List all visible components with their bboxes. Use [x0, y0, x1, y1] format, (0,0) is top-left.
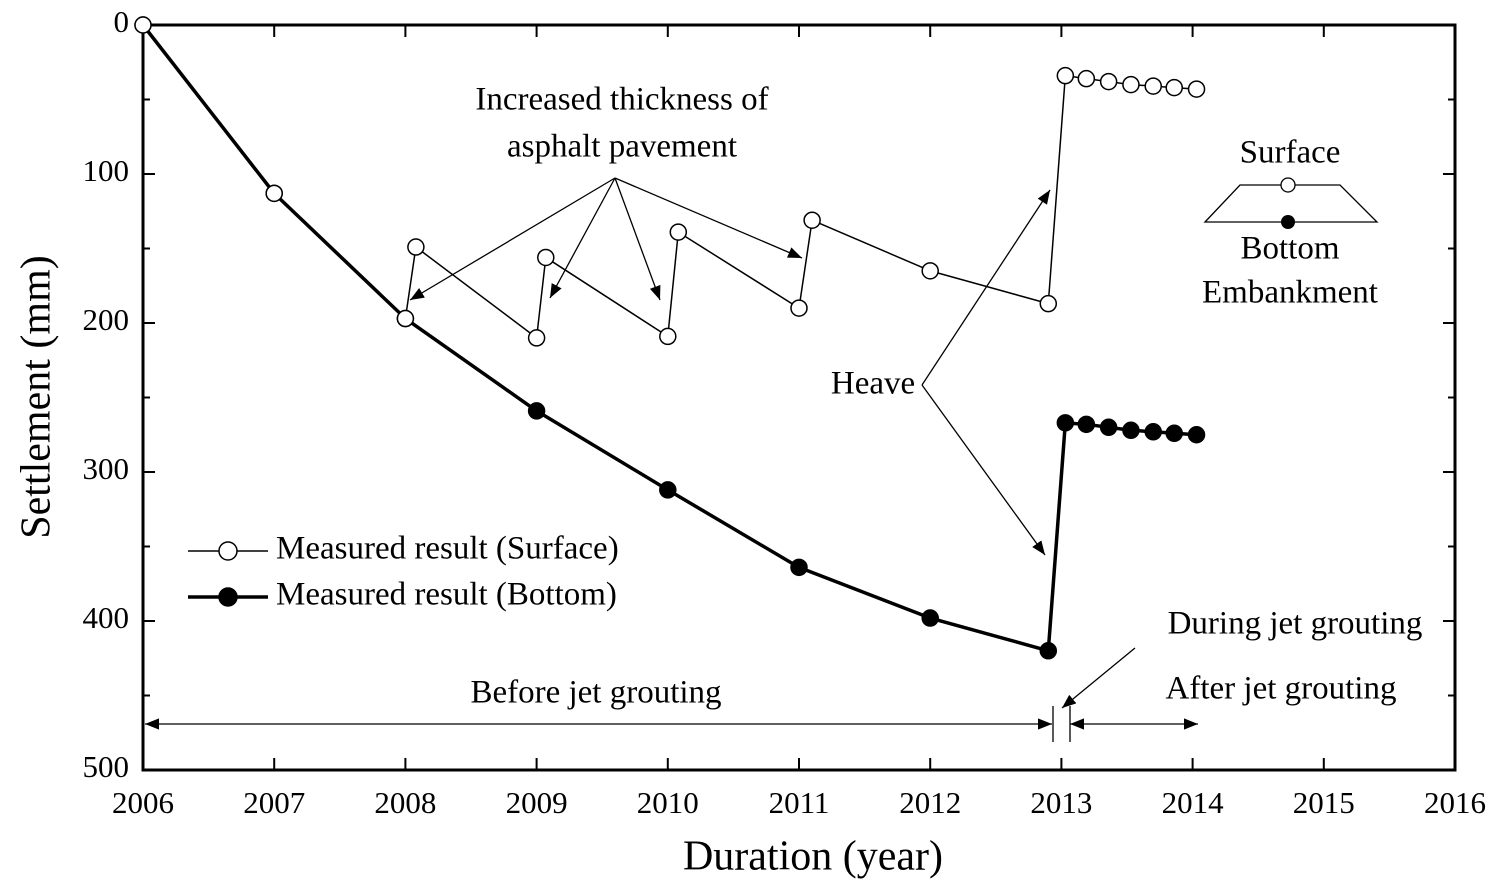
data-point [1039, 294, 1058, 313]
data-point [1056, 414, 1075, 432]
data-point [1056, 66, 1075, 85]
y-tick-label: 300 [83, 451, 130, 486]
annotation: Increased thickness of [475, 82, 768, 118]
y-tick-label: 0 [114, 4, 130, 39]
x-tick-label: 2014 [1162, 785, 1225, 820]
data-point [1165, 78, 1183, 97]
legend-marker [218, 541, 238, 561]
legend-label: Measured result (Bottom) [276, 577, 617, 613]
data-point [803, 211, 821, 229]
y-tick-label: 100 [83, 153, 130, 188]
y-tick-label: 200 [83, 302, 130, 337]
annotation: Before jet grouting [470, 675, 721, 711]
data-point [396, 309, 415, 328]
y-tick-label: 400 [83, 600, 130, 635]
y-tick-label: 500 [83, 749, 130, 784]
data-point [659, 327, 677, 346]
data-point [527, 402, 546, 420]
data-point [1077, 415, 1096, 434]
x-tick-label: 2010 [637, 785, 699, 820]
y-axis-label: Settlement (mm) [14, 255, 60, 538]
data-point [790, 299, 808, 317]
data-point [537, 248, 555, 267]
x-tick-label: 2015 [1293, 785, 1355, 820]
x-tick-label: 2009 [506, 785, 568, 820]
data-point [659, 481, 677, 499]
data-point [1144, 423, 1162, 441]
data-point [1077, 69, 1096, 88]
data-point [921, 262, 939, 280]
series-line [142, 24, 1197, 339]
data-point [1122, 75, 1140, 94]
data-point [790, 558, 808, 577]
data-point [921, 609, 939, 627]
annotation: Surface [1240, 135, 1341, 171]
annotation: After jet grouting [1166, 671, 1397, 707]
data-point [1165, 424, 1183, 443]
x-tick-label: 2012 [899, 785, 961, 820]
x-tick-label: 2013 [1030, 785, 1092, 820]
data-point [1039, 642, 1058, 660]
data-point [134, 16, 152, 34]
data-point [407, 238, 425, 256]
x-axis-label: Duration (year) [683, 834, 943, 880]
annotation: Bottom [1240, 231, 1339, 267]
x-tick-label: 2007 [243, 785, 305, 820]
inset-surface-marker [1280, 177, 1296, 193]
annotation: asphalt pavement [507, 129, 737, 165]
annotation: Heave [831, 366, 915, 402]
x-tick-label: 2006 [112, 785, 174, 820]
data-point [669, 223, 688, 241]
inset-bottom-marker [1281, 215, 1295, 229]
annotation-arrows [145, 177, 1379, 742]
x-tick-label: 2008 [374, 785, 436, 820]
data-point [1122, 421, 1140, 440]
annotation: Embankment [1202, 275, 1378, 311]
data-point [1187, 80, 1206, 98]
data-point [265, 184, 283, 203]
data-point [527, 329, 546, 347]
data-point [1099, 72, 1118, 91]
legend-marker [218, 587, 238, 607]
x-tick-label: 2011 [769, 785, 830, 820]
annotation: During jet grouting [1168, 606, 1423, 642]
legend-label: Measured result (Surface) [276, 531, 619, 567]
data-point [1144, 77, 1162, 95]
data-point [1187, 426, 1206, 444]
x-tick-label: 2016 [1424, 785, 1486, 820]
data-point [1099, 418, 1118, 437]
